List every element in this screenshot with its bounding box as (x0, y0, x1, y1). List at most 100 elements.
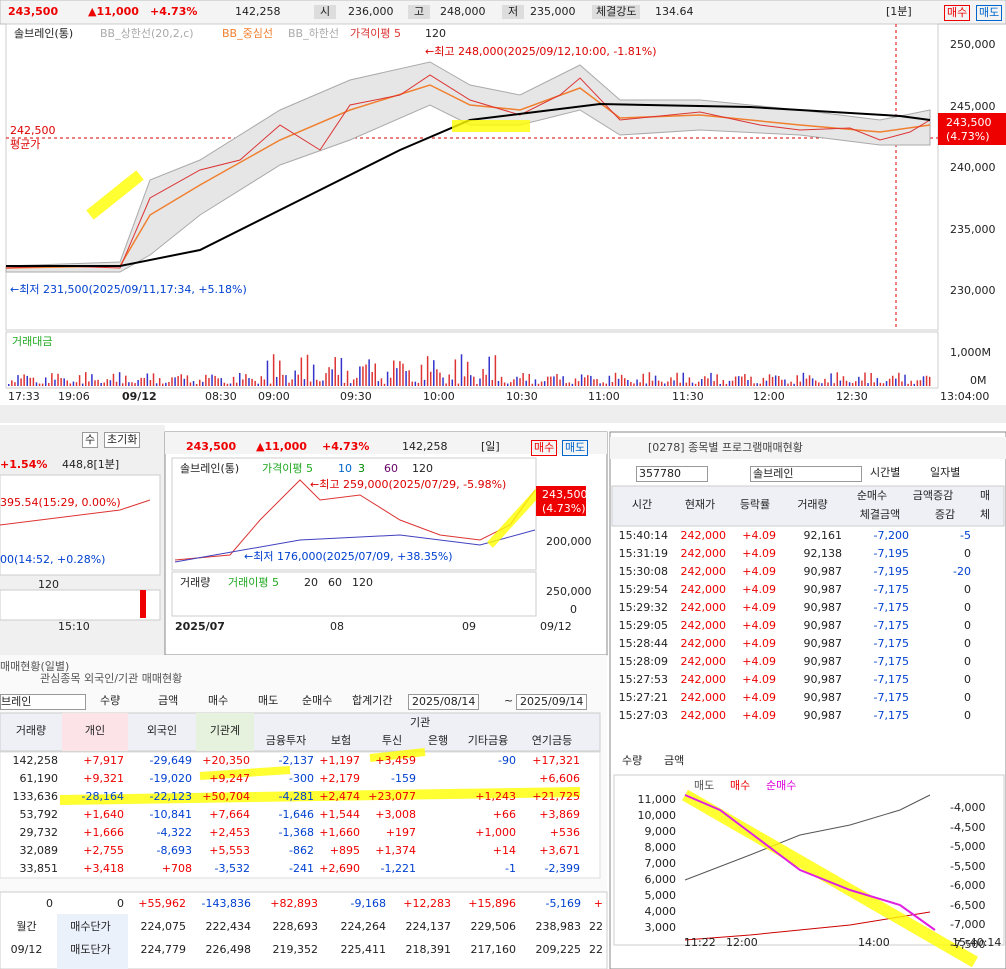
cell: +9,247 (209, 772, 250, 785)
volume-bar (242, 379, 244, 386)
legend-item: 가격이평 5 (262, 462, 313, 475)
header: 기관 (410, 716, 431, 729)
cell: 228,693 (272, 920, 319, 933)
cell: 22 (589, 943, 603, 956)
cell: 92,161 (803, 529, 843, 542)
header-item: 248,000 (440, 5, 486, 18)
cell: +2,755 (83, 844, 124, 857)
cell: 15:27:53 (618, 673, 668, 686)
radio: 금액 (158, 694, 179, 707)
volume-bar (75, 382, 78, 386)
volume-bar (771, 376, 774, 386)
cell: +5,553 (209, 844, 250, 857)
cell: +3,869 (539, 808, 580, 821)
volume-bar (309, 381, 312, 386)
y-tick-label: 9,000 (644, 825, 677, 838)
x-tick-label: 09/12 (122, 390, 157, 403)
volume-bar (670, 377, 672, 386)
cell: 222,434 (205, 920, 252, 933)
legend-item: 120 (425, 27, 446, 40)
volume-bar (922, 376, 925, 386)
cell: 32,089 (19, 844, 59, 857)
volume-bar (784, 379, 786, 386)
volume-bar (433, 360, 435, 386)
volume-bar (254, 380, 256, 386)
volume-bar (506, 383, 509, 386)
volume-bar (707, 378, 709, 386)
cell: +17,321 (532, 754, 580, 767)
annotation: 00(14:52, +0.28%) (0, 553, 106, 566)
x-tick-label: 11:30 (672, 390, 704, 403)
volume-bar (476, 383, 478, 386)
volume-bar (805, 378, 808, 386)
volume-bar (316, 379, 318, 386)
volume-bar (399, 361, 401, 386)
cell: +4.09 (742, 691, 776, 704)
column-header: 연기금등 (531, 734, 573, 747)
header-item: 매수 (944, 5, 971, 21)
volume-bar (48, 382, 50, 386)
cell: +3,008 (375, 808, 416, 821)
cell: 224,137 (405, 920, 452, 933)
cell: 0 (117, 897, 124, 910)
volume-bar (174, 377, 176, 386)
header-item: [1분] (886, 5, 912, 18)
column-header: 보험 (330, 734, 352, 747)
volume-bar (916, 380, 919, 386)
y-tick-label: -4,500 (950, 820, 986, 834)
volume-bar (81, 383, 84, 386)
header-item: 235,000 (530, 5, 576, 18)
volume-bar (787, 383, 789, 386)
volume-bar (263, 379, 266, 386)
volume-bar (556, 374, 558, 386)
price-tag: 243,500 (946, 116, 992, 129)
volume-bar (445, 383, 447, 386)
cell: 224,075 (140, 920, 187, 933)
volume-bar (177, 376, 179, 386)
volume-bar (466, 361, 469, 386)
volume-bar (17, 375, 19, 386)
volume-bar (885, 381, 888, 386)
radio: 순매수 (302, 694, 333, 707)
volume-bar (851, 382, 854, 386)
volume-bar (891, 375, 894, 386)
x-tick-label: 09:30 (340, 390, 372, 403)
volume-bar (627, 379, 629, 386)
volume-bar (460, 354, 463, 386)
volume-bar (528, 373, 531, 386)
volume-bar (713, 381, 715, 386)
panel-title: 거래대금 (12, 335, 53, 348)
volume-bar (121, 383, 124, 386)
cell: +2,179 (319, 772, 360, 785)
cell: 224,779 (140, 943, 187, 956)
cell: -7,175 (873, 583, 909, 596)
volume-bar (491, 379, 494, 386)
volume-bar (833, 383, 835, 386)
volume-bar (522, 373, 524, 386)
y-tick-label: 11,000 (637, 793, 677, 806)
volume-bar (362, 366, 364, 386)
label: 합계기간 (352, 694, 393, 707)
volume-bar (226, 383, 229, 386)
volume-bar (691, 382, 694, 386)
volume-bar (559, 379, 561, 386)
volume-bar (485, 374, 487, 386)
volume-bar (35, 382, 38, 386)
column-header: 체결금액 (859, 508, 901, 521)
volume-bar (125, 375, 127, 386)
cell: +4.09 (742, 547, 776, 560)
volume-bar (454, 359, 457, 386)
y-tick-label: 1,000M (950, 346, 991, 359)
x-tick-label: 09:00 (258, 390, 290, 403)
volume-bar (494, 355, 497, 386)
volume-bar (737, 376, 740, 386)
radio: 일자별 (930, 466, 961, 479)
volume-bar (870, 372, 872, 386)
input: 솔브레인 (750, 466, 862, 482)
volume-bar (217, 378, 219, 386)
cell: +536 (549, 826, 580, 839)
cell: 90,987 (803, 565, 843, 578)
volume-bar (587, 375, 589, 386)
